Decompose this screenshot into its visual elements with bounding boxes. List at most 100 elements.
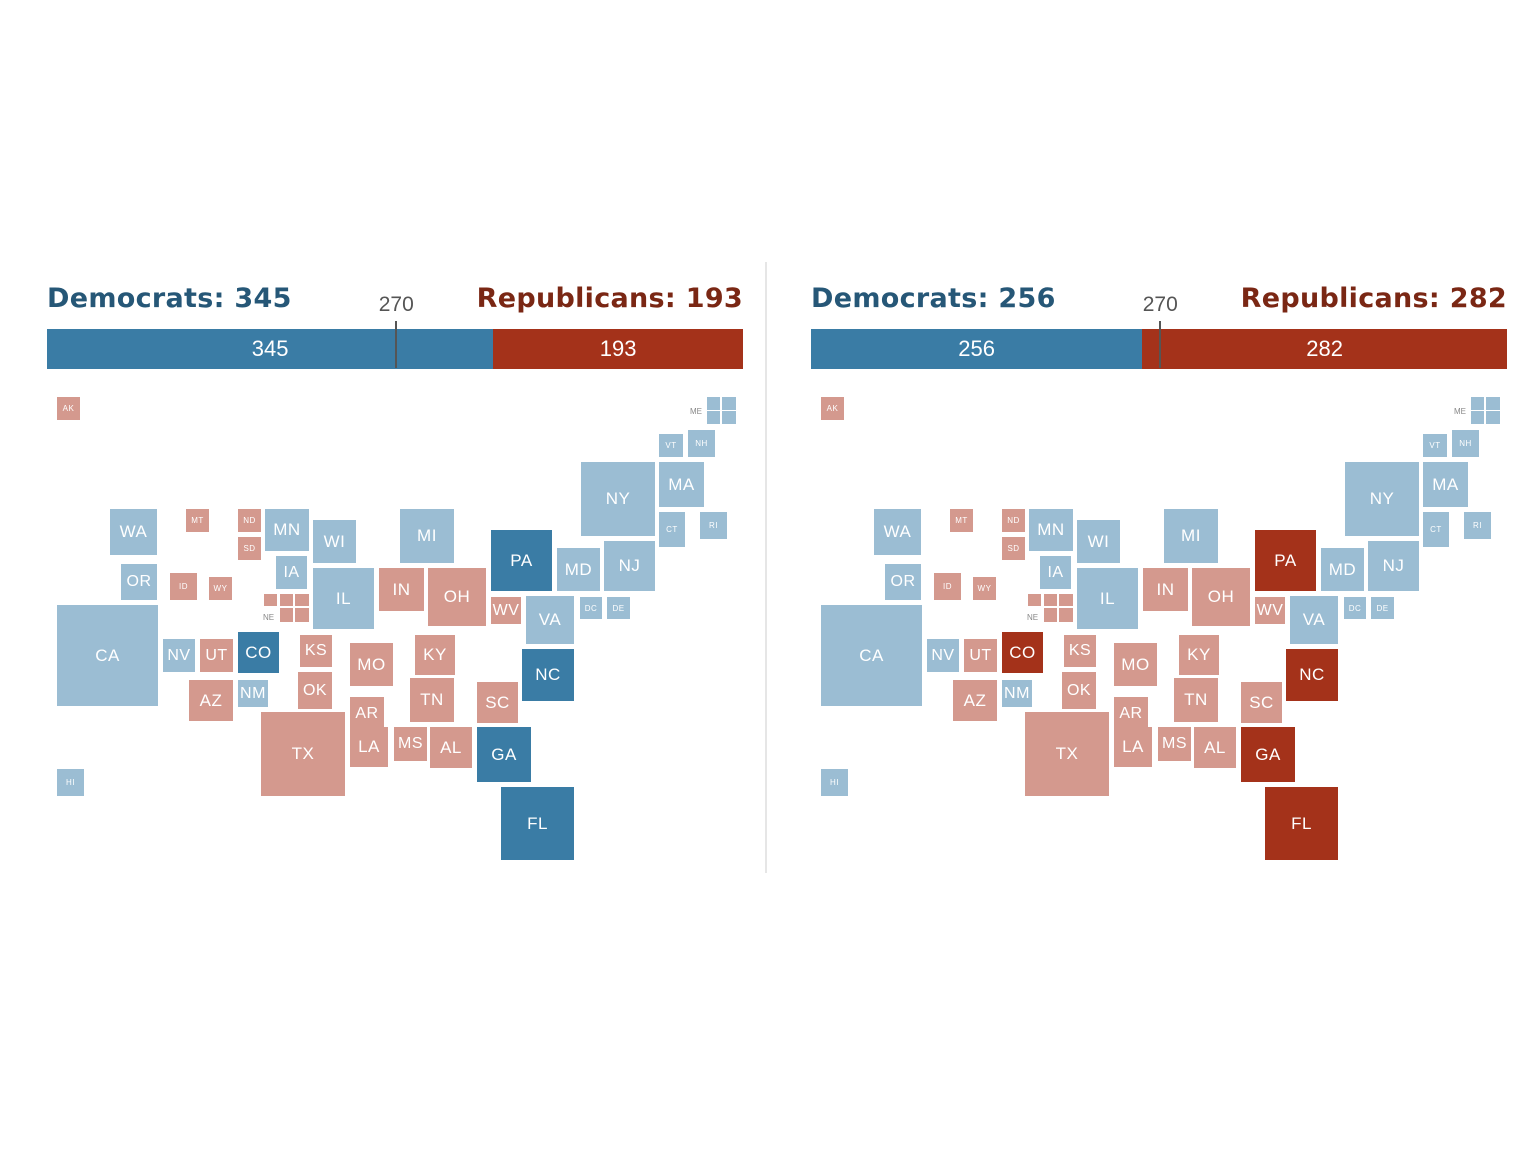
state-me[interactable] <box>1471 397 1484 410</box>
state-nj[interactable]: NJ <box>604 541 655 591</box>
state-nd[interactable]: ND <box>1002 509 1025 532</box>
state-sd[interactable]: SD <box>1002 537 1025 560</box>
state-ky[interactable]: KY <box>415 635 455 675</box>
state-ct[interactable]: CT <box>1423 512 1449 547</box>
state-wv[interactable]: WV <box>491 597 521 624</box>
state-vt[interactable]: VT <box>1423 434 1447 457</box>
state-mn[interactable]: MN <box>1029 509 1073 551</box>
state-me[interactable] <box>707 397 720 410</box>
state-az[interactable]: AZ <box>189 680 233 721</box>
state-ar[interactable]: AR <box>350 697 384 731</box>
state-md[interactable]: MD <box>557 548 600 591</box>
state-ny[interactable]: NY <box>1345 462 1419 536</box>
state-in[interactable]: IN <box>1143 568 1188 611</box>
state-ia[interactable]: IA <box>276 556 307 589</box>
state-wy[interactable]: WY <box>973 577 996 600</box>
state-id[interactable]: ID <box>170 573 197 600</box>
state-nj[interactable]: NJ <box>1368 541 1419 591</box>
state-ne[interactable] <box>264 594 277 606</box>
state-ut[interactable]: UT <box>200 639 233 672</box>
state-ma[interactable]: MA <box>1423 462 1468 507</box>
state-oh[interactable]: OH <box>428 568 486 626</box>
state-ct[interactable]: CT <box>659 512 685 547</box>
state-az[interactable]: AZ <box>953 680 997 721</box>
state-mo[interactable]: MO <box>350 643 393 686</box>
state-tn[interactable]: TN <box>410 678 454 722</box>
state-me[interactable] <box>1471 411 1484 424</box>
state-or[interactable]: OR <box>121 564 157 600</box>
state-wi[interactable]: WI <box>313 520 356 563</box>
state-pa[interactable]: PA <box>1255 530 1316 591</box>
state-ca[interactable]: CA <box>821 605 922 706</box>
state-nh[interactable]: NH <box>688 430 715 457</box>
state-ne[interactable] <box>1044 594 1057 606</box>
state-sd[interactable]: SD <box>238 537 261 560</box>
state-ky[interactable]: KY <box>1179 635 1219 675</box>
state-nv[interactable]: NV <box>163 639 195 672</box>
state-mi[interactable]: MI <box>1164 509 1218 563</box>
state-dc[interactable]: DC <box>1344 597 1366 619</box>
state-ga[interactable]: GA <box>1241 727 1295 782</box>
state-ok[interactable]: OK <box>298 672 332 709</box>
state-mi[interactable]: MI <box>400 509 454 563</box>
state-vt[interactable]: VT <box>659 434 683 457</box>
state-fl[interactable]: FL <box>1265 787 1338 860</box>
state-nv[interactable]: NV <box>927 639 959 672</box>
state-ri[interactable]: RI <box>1464 512 1491 539</box>
state-ne[interactable] <box>1059 608 1073 622</box>
state-md[interactable]: MD <box>1321 548 1364 591</box>
state-in[interactable]: IN <box>379 568 424 611</box>
state-pa[interactable]: PA <box>491 530 552 591</box>
state-de[interactable]: DE <box>1371 597 1394 619</box>
state-ak[interactable]: AK <box>821 397 844 420</box>
state-nh[interactable]: NH <box>1452 430 1479 457</box>
state-co[interactable]: CO <box>238 632 279 673</box>
state-wi[interactable]: WI <box>1077 520 1120 563</box>
state-nd[interactable]: ND <box>238 509 261 532</box>
state-va[interactable]: VA <box>526 596 574 644</box>
state-ca[interactable]: CA <box>57 605 158 706</box>
state-wa[interactable]: WA <box>110 509 157 555</box>
state-ks[interactable]: KS <box>1064 635 1096 667</box>
state-me[interactable] <box>722 397 736 410</box>
state-nm[interactable]: NM <box>238 680 268 707</box>
state-fl[interactable]: FL <box>501 787 574 860</box>
state-id[interactable]: ID <box>934 573 961 600</box>
state-ks[interactable]: KS <box>300 635 332 667</box>
state-la[interactable]: LA <box>1114 727 1152 767</box>
state-ne[interactable] <box>295 594 309 606</box>
state-tn[interactable]: TN <box>1174 678 1218 722</box>
state-me[interactable] <box>1486 411 1500 424</box>
state-de[interactable]: DE <box>607 597 630 619</box>
state-wa[interactable]: WA <box>874 509 921 555</box>
state-ne[interactable] <box>1059 594 1073 606</box>
state-la[interactable]: LA <box>350 727 388 767</box>
state-ma[interactable]: MA <box>659 462 704 507</box>
state-al[interactable]: AL <box>1194 727 1236 768</box>
state-al[interactable]: AL <box>430 727 472 768</box>
state-ri[interactable]: RI <box>700 512 727 539</box>
state-ne[interactable] <box>280 594 293 606</box>
state-tx[interactable]: TX <box>1025 712 1109 796</box>
state-nm[interactable]: NM <box>1002 680 1032 707</box>
state-ga[interactable]: GA <box>477 727 531 782</box>
state-il[interactable]: IL <box>1077 568 1138 629</box>
state-il[interactable]: IL <box>313 568 374 629</box>
state-sc[interactable]: SC <box>1241 682 1282 723</box>
state-ne[interactable] <box>280 608 293 622</box>
state-ut[interactable]: UT <box>964 639 997 672</box>
state-ne[interactable] <box>1044 608 1057 622</box>
state-or[interactable]: OR <box>885 564 921 600</box>
state-me[interactable] <box>1486 397 1500 410</box>
state-me[interactable] <box>707 411 720 424</box>
state-mt[interactable]: MT <box>186 509 209 532</box>
state-nc[interactable]: NC <box>1286 649 1338 701</box>
state-hi[interactable]: HI <box>821 769 848 796</box>
state-nc[interactable]: NC <box>522 649 574 701</box>
state-ms[interactable]: MS <box>394 727 427 761</box>
state-sc[interactable]: SC <box>477 682 518 723</box>
state-co[interactable]: CO <box>1002 632 1043 673</box>
state-hi[interactable]: HI <box>57 769 84 796</box>
state-ar[interactable]: AR <box>1114 697 1148 731</box>
state-mn[interactable]: MN <box>265 509 309 551</box>
